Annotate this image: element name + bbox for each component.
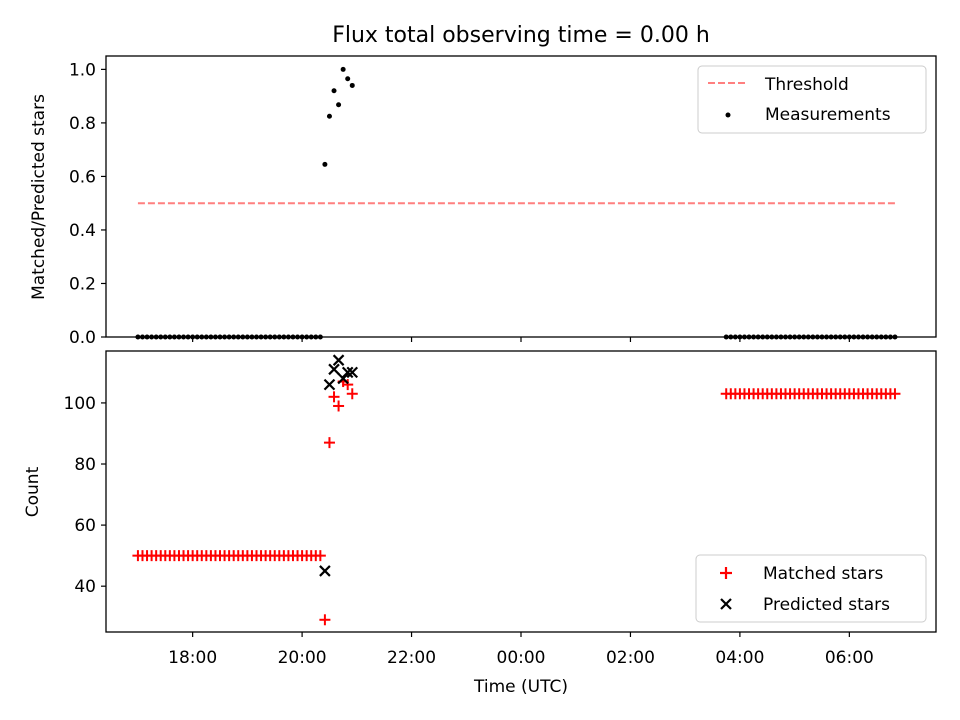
measurements-legend-label: Measurements bbox=[765, 105, 891, 125]
p0-ytick-label-1: 0.2 bbox=[69, 274, 96, 294]
top-x-axis bbox=[192, 337, 850, 342]
bottom-panel-xlabel: Time (UTC) bbox=[473, 677, 568, 697]
predicted-stars-legend-swatch bbox=[720, 598, 732, 610]
measurement-point bbox=[336, 102, 342, 108]
predicted-star-point bbox=[332, 354, 345, 366]
measurement-point bbox=[331, 88, 337, 94]
predicted-star-point bbox=[319, 565, 331, 577]
bottom-panel-ylabel: Count bbox=[23, 466, 43, 517]
measurements-legend-swatch bbox=[725, 112, 731, 118]
p0-ytick-label-3: 0.6 bbox=[69, 167, 96, 187]
matched-star-point bbox=[323, 437, 335, 449]
top-y-axis: 0.0 0.2 0.4 0.6 0.8 1.0 bbox=[69, 60, 106, 348]
predicted-stars-legend-label: Predicted stars bbox=[763, 595, 890, 615]
p0-ytick-label-4: 0.8 bbox=[69, 114, 96, 134]
series-matched-stars bbox=[132, 376, 901, 626]
p1-xtick-label-1: 20:00 bbox=[278, 648, 327, 668]
matched-star-point bbox=[333, 400, 345, 412]
threshold-legend-label: Threshold bbox=[764, 75, 849, 95]
bottom-plot-area bbox=[132, 354, 901, 626]
predicted-star-point bbox=[346, 366, 359, 379]
measurement-point bbox=[322, 161, 328, 167]
matched-star-point bbox=[314, 550, 326, 562]
predicted-star-point bbox=[323, 378, 336, 391]
bottom-legend: Matched stars Predicted stars bbox=[695, 554, 927, 623]
matched-star-point bbox=[342, 379, 354, 391]
p1-xtick-label-3: 00:00 bbox=[497, 648, 546, 668]
measurement-point bbox=[340, 66, 346, 72]
measurement-point bbox=[326, 113, 332, 119]
top-panel: Flux total observing time = 0.00 h Match… bbox=[29, 23, 937, 348]
measurement-point bbox=[345, 76, 351, 82]
p1-xtick-label-0: 18:00 bbox=[168, 648, 217, 668]
predicted-star-point bbox=[328, 363, 340, 376]
p1-xtick-label-5: 04:00 bbox=[715, 648, 764, 668]
p0-ytick-label-0: 0.0 bbox=[69, 328, 96, 348]
p0-ytick-label-5: 1.0 bbox=[69, 60, 96, 80]
top-legend: Threshold Measurements bbox=[697, 65, 927, 134]
matched-star-point bbox=[328, 391, 340, 403]
p1-xtick-label-6: 06:00 bbox=[825, 648, 874, 668]
p1-ytick-label-2: 80 bbox=[74, 455, 96, 475]
p1-ytick-label-1: 60 bbox=[74, 516, 96, 536]
bottom-x-axis: 18:00 20:00 22:00 00:00 02:00 04:00 06:00 bbox=[168, 632, 874, 668]
series-predicted-stars bbox=[319, 354, 359, 577]
p1-ytick-label-0: 40 bbox=[74, 577, 96, 597]
bottom-panel: Count Time (UTC) 40 60 80 100 18:00 20:00 22:… bbox=[23, 350, 937, 697]
top-legend-box bbox=[697, 65, 927, 134]
bottom-legend-box bbox=[695, 554, 927, 623]
p1-ytick-label-3: 100 bbox=[64, 394, 96, 414]
top-panel-ylabel: Matched/Predicted stars bbox=[29, 94, 49, 300]
matched-stars-legend-swatch bbox=[720, 567, 732, 579]
predicted-star-point bbox=[341, 366, 354, 379]
top-panel-title: Flux total observing time = 0.00 h bbox=[332, 23, 710, 48]
matched-star-point bbox=[319, 614, 331, 626]
matched-star-point bbox=[889, 388, 901, 400]
p1-xtick-label-2: 22:00 bbox=[387, 648, 436, 668]
matched-stars-legend-label: Matched stars bbox=[763, 564, 883, 584]
matched-star-point bbox=[346, 388, 358, 400]
measurement-point bbox=[349, 82, 355, 88]
p0-ytick-label-2: 0.4 bbox=[69, 221, 96, 241]
p1-xtick-label-4: 02:00 bbox=[606, 648, 655, 668]
bottom-y-axis: 40 60 80 100 bbox=[64, 394, 106, 597]
